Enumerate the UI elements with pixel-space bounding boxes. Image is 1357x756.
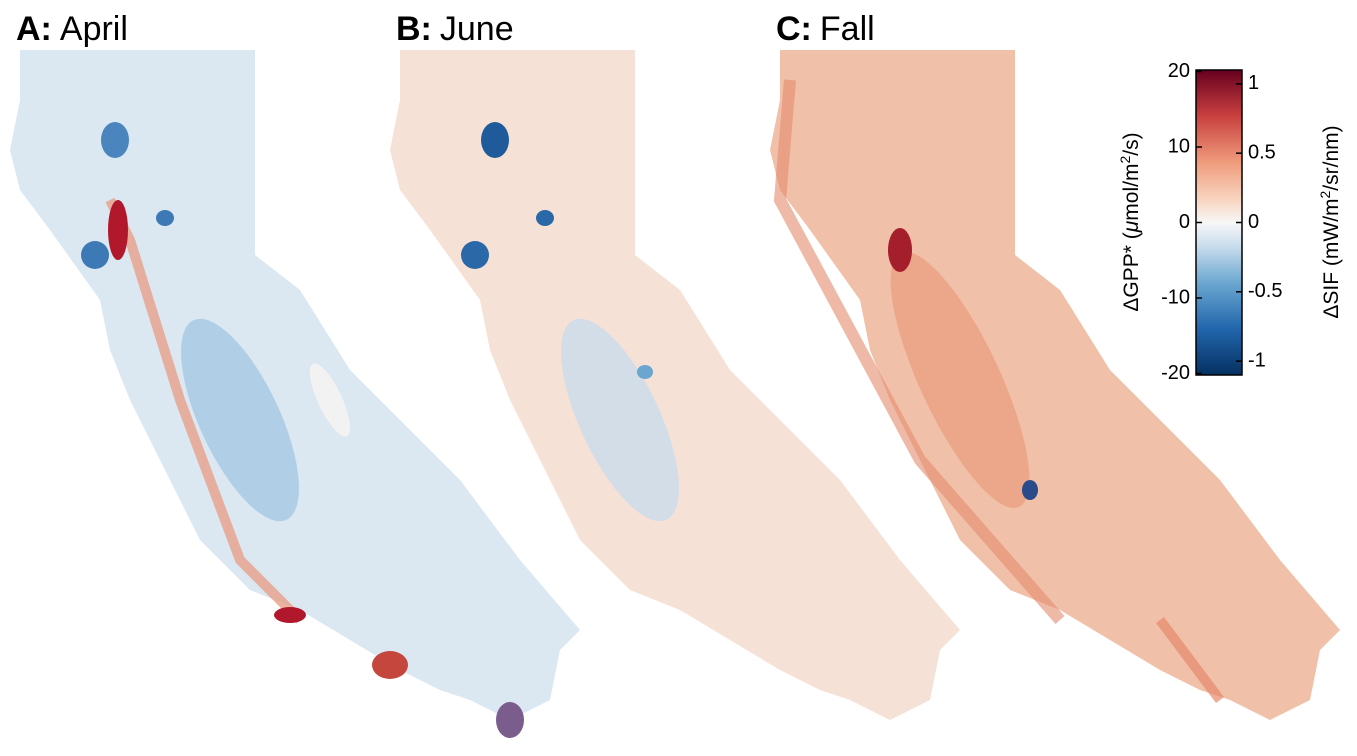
tick-label: 0 bbox=[1248, 211, 1259, 233]
panel-letter: C: bbox=[776, 10, 812, 48]
tick-label: 0.5 bbox=[1248, 141, 1276, 163]
tick-label: -1 bbox=[1248, 349, 1266, 371]
tick-label: -20 bbox=[1161, 362, 1190, 384]
panel-letter: B: bbox=[396, 10, 432, 48]
panel-name: Fall bbox=[820, 10, 875, 48]
tick-label: 0 bbox=[1179, 211, 1190, 233]
map-april bbox=[10, 50, 580, 720]
tick-label: 1 bbox=[1248, 72, 1259, 94]
panel-title: C: Fall bbox=[776, 10, 875, 48]
panel-letter: A: bbox=[16, 10, 52, 48]
tick-label: 20 bbox=[1168, 60, 1190, 82]
right-axis-label: ΔSIF (mW/m2/sr/nm) bbox=[1317, 125, 1343, 318]
panel-name: June bbox=[440, 10, 514, 48]
panel-title: A: April bbox=[16, 10, 128, 48]
map-june bbox=[390, 50, 960, 738]
map-fall bbox=[770, 50, 1340, 720]
tick-label: 10 bbox=[1168, 135, 1190, 157]
panel-title: B: June bbox=[396, 10, 514, 48]
tick-label: -10 bbox=[1161, 286, 1190, 308]
panel-name: April bbox=[60, 10, 128, 48]
left-axis-label: ΔGPP* (μmol/m2/s) bbox=[1117, 132, 1143, 311]
colorbar bbox=[1195, 69, 1243, 376]
tick-label: -0.5 bbox=[1248, 280, 1282, 302]
maps bbox=[10, 50, 1340, 738]
